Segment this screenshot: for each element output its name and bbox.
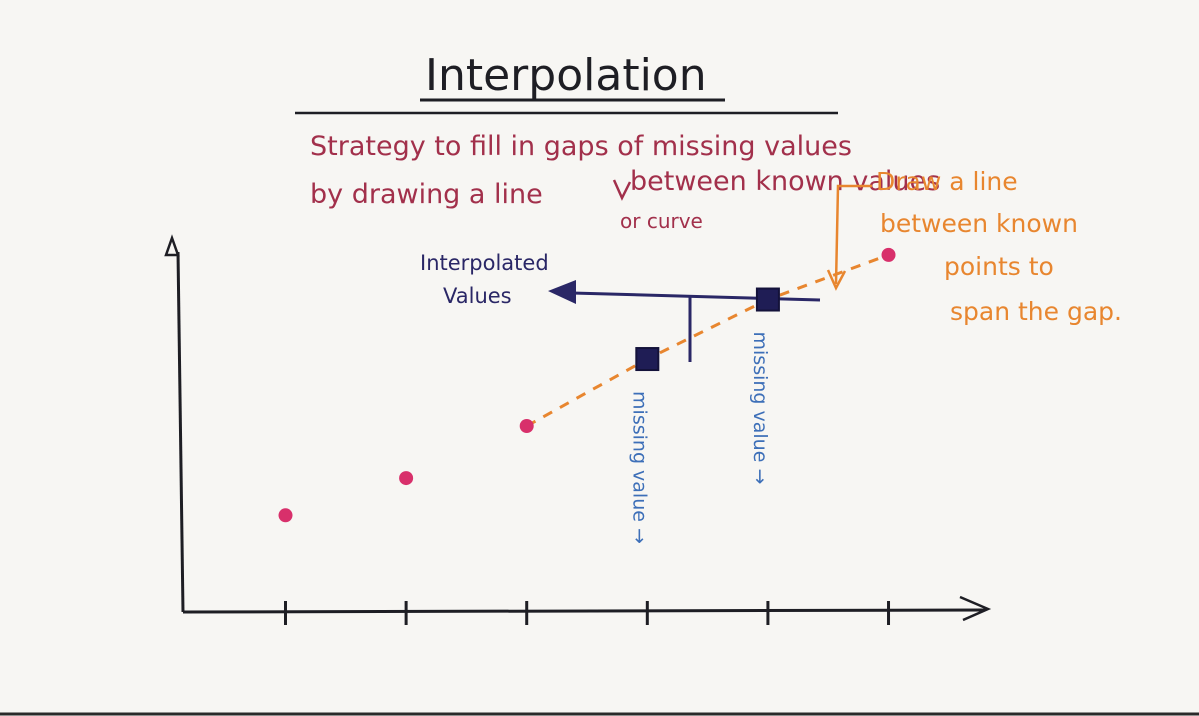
- definition-line-3: or curve: [620, 209, 703, 233]
- title-text: Interpolation: [425, 50, 707, 101]
- known-point-2: [399, 471, 414, 486]
- known-point-4: [881, 247, 896, 262]
- draw-note-line-1: Draw a line: [876, 167, 1018, 196]
- draw-note-arrow-line: [834, 184, 872, 285]
- missing-value-label-1: missing value →: [628, 391, 650, 544]
- definition-line-1: Strategy to fill in gaps of missing valu…: [310, 131, 852, 162]
- draw-note-line-3: points to: [944, 252, 1054, 281]
- interpolated-point-2: [755, 287, 780, 312]
- draw-note-line-4: span the gap.: [950, 297, 1122, 326]
- definition-line-2a: by drawing a line: [310, 179, 543, 210]
- x-axis-arrowhead: [959, 595, 992, 622]
- known-point-1: [278, 508, 293, 523]
- interpolation-line: [525, 253, 890, 428]
- axes: [164, 234, 992, 625]
- pointer-arrowhead: [548, 280, 576, 304]
- draw-note-arrowhead: [826, 269, 847, 291]
- y-axis: [176, 251, 185, 613]
- insertion-caret: [612, 179, 632, 201]
- known-point-3: [519, 419, 534, 433]
- interpolated-label-line-1: Interpolated: [420, 251, 549, 275]
- x-axis-ticks: [284, 601, 891, 625]
- known-points: [278, 247, 896, 523]
- interpolated-points: [635, 287, 780, 372]
- interpolated-point-1: [635, 347, 660, 372]
- x-axis: [182, 608, 986, 614]
- definition-line-2b: between known values: [630, 166, 940, 197]
- draw-note-line-2: between known: [880, 209, 1078, 238]
- missing-value-label-2: missing value →: [749, 332, 771, 485]
- interpolated-label-line-2: Values: [443, 284, 512, 308]
- y-axis-arrowhead: [164, 234, 180, 257]
